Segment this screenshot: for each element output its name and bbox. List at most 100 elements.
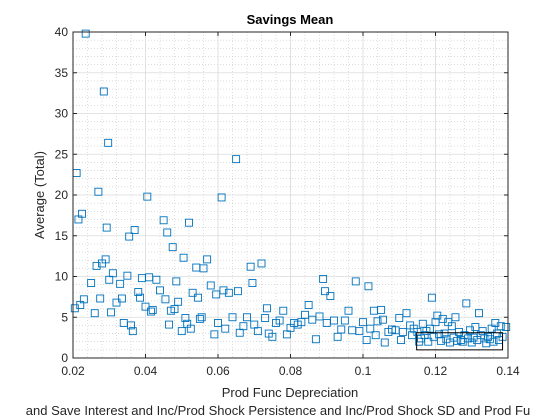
data-point: [380, 338, 389, 347]
y-tick-labels: 0 5 10 15 20 25 30 35 40: [55, 25, 69, 365]
data-point: [426, 324, 435, 333]
data-point: [320, 287, 329, 296]
data-point: [125, 232, 134, 241]
data-point: [228, 313, 237, 322]
data-point: [159, 216, 168, 225]
footer-label: and Save Interest and Inc/Prod Shock Per…: [26, 403, 530, 418]
data-point: [214, 319, 222, 327]
data-point: [337, 325, 346, 334]
data-point: [364, 282, 373, 291]
data-point: [92, 261, 101, 270]
data-point: [210, 330, 219, 339]
data-point: [232, 155, 241, 164]
data-point: [366, 324, 375, 333]
data-point: [315, 312, 324, 321]
data-point: [239, 322, 248, 331]
y-tick-label: 10: [55, 270, 69, 284]
data-point: [199, 264, 208, 273]
y-tick-label: 5: [61, 310, 68, 324]
data-point: [112, 298, 121, 307]
data-point: [194, 293, 203, 302]
data-point: [104, 138, 113, 147]
data-point: [116, 279, 125, 288]
data-point: [248, 279, 257, 287]
data-point: [462, 299, 471, 308]
data-point: [355, 327, 364, 336]
scatter-series: [70, 29, 511, 348]
data-point: [253, 327, 262, 336]
data-point: [78, 209, 87, 218]
x-tick-label: 0.06: [206, 364, 230, 378]
data-point: [90, 309, 99, 318]
axis-ticks: [72, 31, 509, 359]
data-point: [161, 295, 170, 304]
data-point: [447, 322, 456, 331]
data-point: [185, 218, 193, 227]
data-point: [172, 277, 181, 286]
data-point: [81, 29, 90, 38]
data-point: [206, 281, 215, 290]
x-axis-label: Prod Func Depreciation: [222, 385, 359, 400]
data-point: [163, 228, 172, 237]
data-point: [378, 315, 387, 324]
data-point: [219, 286, 228, 295]
data-point: [475, 309, 483, 318]
data-point: [471, 323, 480, 331]
data-point: [221, 324, 230, 333]
data-point: [371, 331, 380, 340]
y-tick-label: 35: [55, 66, 69, 80]
data-point: [319, 274, 328, 283]
data-point: [362, 336, 371, 345]
data-point: [301, 310, 309, 319]
y-axis-label: Average (Total): [32, 151, 47, 239]
data-point: [148, 305, 157, 314]
data-point: [99, 87, 108, 96]
data-point: [359, 318, 367, 327]
data-point: [146, 307, 155, 316]
data-point: [186, 324, 195, 333]
y-tick-label: 20: [55, 188, 69, 202]
data-point: [344, 306, 353, 315]
data-point: [435, 330, 444, 339]
x-tick-label: 0.04: [134, 364, 158, 378]
data-point: [429, 332, 438, 341]
data-point: [96, 294, 105, 303]
data-point: [224, 288, 233, 297]
highlight-box: [416, 332, 504, 351]
data-point: [188, 288, 197, 297]
y-tick-label: 30: [55, 107, 69, 121]
data-point: [427, 293, 436, 302]
data-point: [467, 338, 476, 347]
data-point: [424, 337, 433, 346]
data-point: [377, 305, 386, 314]
data-point: [108, 269, 117, 278]
data-point: [279, 306, 288, 315]
data-point: [275, 316, 284, 325]
data-point: [489, 337, 498, 346]
data-point: [330, 316, 338, 325]
data-point: [261, 314, 270, 323]
data-point: [168, 243, 177, 252]
data-point: [102, 223, 111, 232]
data-point: [123, 271, 132, 280]
y-tick-label: 15: [55, 229, 69, 243]
data-point: [152, 275, 161, 284]
data-point: [257, 259, 266, 268]
data-point: [107, 308, 116, 317]
x-tick-label: 0.02: [61, 364, 85, 378]
data-point: [195, 314, 204, 323]
data-point: [165, 320, 174, 329]
y-tick-label: 40: [55, 25, 69, 39]
data-point: [177, 327, 186, 336]
data-point: [395, 314, 404, 323]
data-point: [233, 287, 242, 296]
data-point: [246, 262, 255, 271]
data-point: [203, 255, 212, 264]
x-tick-label: 0.1: [355, 364, 372, 378]
data-point: [243, 313, 251, 322]
data-point: [179, 253, 188, 262]
data-point: [130, 226, 139, 235]
data-point: [502, 323, 511, 331]
data-point: [340, 316, 349, 325]
